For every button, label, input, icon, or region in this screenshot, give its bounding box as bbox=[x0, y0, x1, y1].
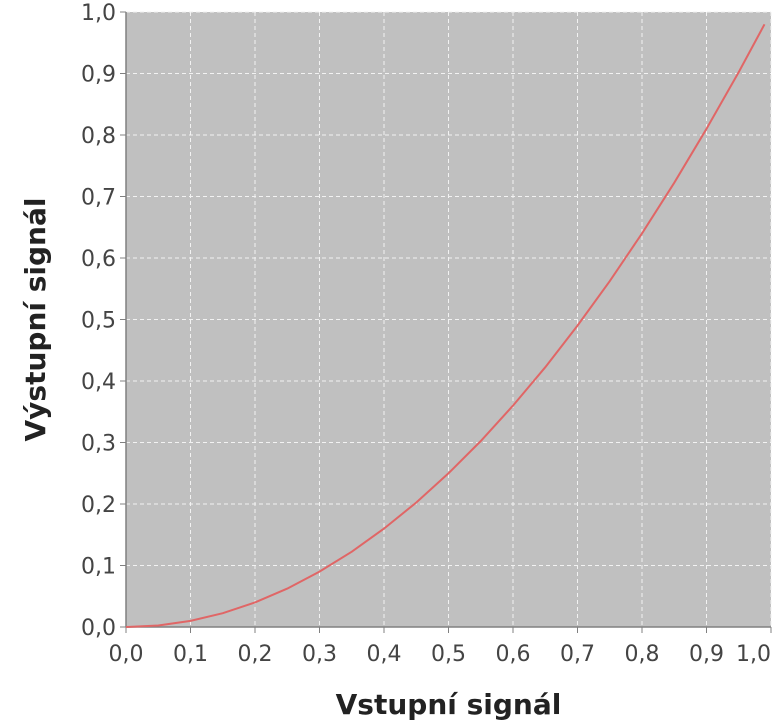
grid-lines bbox=[126, 11, 772, 627]
x-axis-ticks: 0,0 0,1 0,2 0,3 0,4 0,5 0,6 0,7 0,8 0,9 1,0 bbox=[109, 627, 772, 667]
y-tick-label: 1,0 bbox=[81, 1, 116, 26]
series-line bbox=[125, 23, 766, 628]
y-tick-label: 0,1 bbox=[81, 555, 116, 580]
x-tick-label: 0,4 bbox=[367, 642, 402, 667]
x-tick-label: 0,6 bbox=[496, 642, 531, 667]
x-tick-label: 0,9 bbox=[689, 642, 724, 667]
y-axis-ticks: 0,0 0,1 0,2 0,3 0,4 0,5 0,6 0,7 0,8 0,9 1,0 bbox=[81, 1, 126, 641]
x-tick-label: 1,0 bbox=[736, 642, 771, 667]
y-tick-label: 0,4 bbox=[81, 370, 116, 395]
x-tick-label: 0,1 bbox=[173, 642, 208, 667]
y-tick-label: 0,5 bbox=[81, 309, 116, 334]
x-tick-label: 0,7 bbox=[560, 642, 595, 667]
y-axis-title: Výstupní signál bbox=[19, 198, 52, 442]
y-tick-label: 0,3 bbox=[81, 432, 116, 457]
y-tick-label: 0,2 bbox=[81, 493, 116, 518]
x-tick-label: 0,5 bbox=[431, 642, 466, 667]
y-tick-label: 0,0 bbox=[81, 616, 116, 641]
x-tick-label: 0,3 bbox=[302, 642, 337, 667]
x-tick-label: 0,8 bbox=[625, 642, 660, 667]
y-tick-label: 0,8 bbox=[81, 124, 116, 149]
y-tick-label: 0,7 bbox=[81, 186, 116, 211]
x-tick-label: 0,0 bbox=[109, 642, 144, 667]
y-tick-label: 0,9 bbox=[81, 63, 116, 88]
y-tick-label: 0,6 bbox=[81, 247, 116, 272]
x-axis-title: Vstupní signál bbox=[336, 688, 562, 721]
x-tick-label: 0,2 bbox=[238, 642, 273, 667]
